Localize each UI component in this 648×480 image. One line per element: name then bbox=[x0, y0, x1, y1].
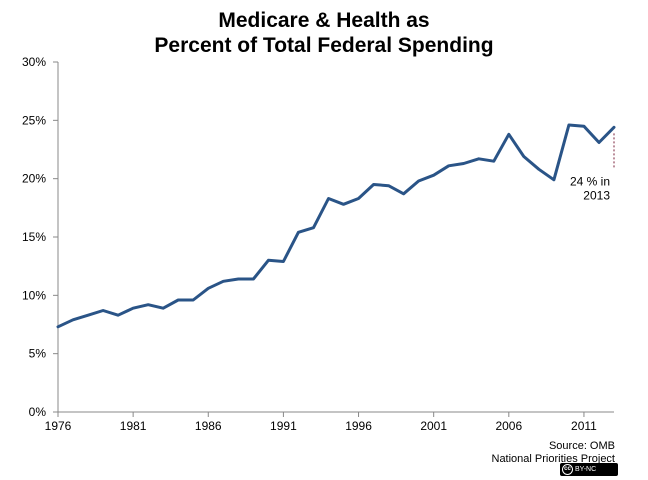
source-note: Source: OMB National Priorities Project bbox=[492, 440, 616, 466]
y-tick-label: 0% bbox=[29, 405, 47, 419]
y-tick-label: 20% bbox=[22, 172, 46, 186]
y-tick-label: 10% bbox=[22, 288, 46, 302]
y-tick-label: 5% bbox=[29, 347, 47, 361]
x-tick-label: 1991 bbox=[270, 419, 297, 433]
y-tick-label: 15% bbox=[22, 230, 46, 244]
series-line bbox=[56, 123, 616, 329]
chart-title: Medicare & Health as Percent of Total Fe… bbox=[0, 8, 648, 58]
x-tick-label: 2001 bbox=[420, 419, 447, 433]
x-tick-label: 2011 bbox=[571, 419, 597, 433]
chart-title-line-2: Percent of Total Federal Spending bbox=[154, 34, 494, 57]
chart-title-line-1: Medicare & Health as bbox=[218, 9, 430, 32]
x-tick-label: 1981 bbox=[120, 419, 147, 433]
x-tick-label: 1986 bbox=[195, 419, 222, 433]
annotation-label: 24 % in bbox=[570, 174, 610, 188]
x-tick-label: 1976 bbox=[45, 419, 72, 433]
y-tick-label: 30% bbox=[22, 55, 46, 69]
x-tick-label: 2006 bbox=[495, 419, 522, 433]
y-tick-label: 25% bbox=[22, 113, 46, 127]
source-line-2: National Priorities Project bbox=[491, 453, 616, 465]
license-label: BY-NC bbox=[575, 466, 597, 473]
x-tick-label: 1996 bbox=[345, 419, 372, 433]
cc-license-badge: cc BY-NC bbox=[560, 463, 618, 476]
cc-icon: cc bbox=[562, 464, 573, 475]
annotation-label: 2013 bbox=[583, 188, 610, 202]
source-line-1: Source: OMB bbox=[548, 440, 615, 452]
